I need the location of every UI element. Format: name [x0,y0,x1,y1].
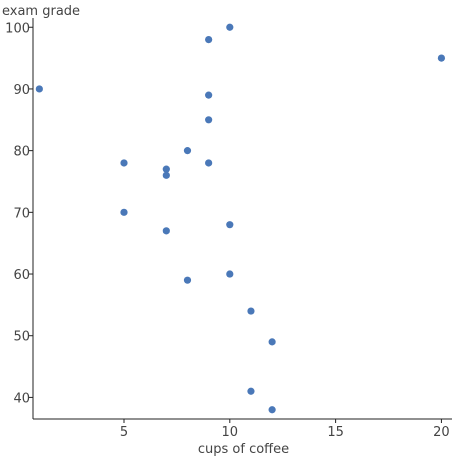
x-tick-label: 20 [433,425,450,440]
x-tick-label: 15 [327,425,344,440]
data-point [247,307,255,315]
data-point [162,165,170,173]
y-tick-label: 70 [13,206,30,221]
data-point [226,270,234,278]
y-axis-ticks: 40 50 60 70 80 90 100 [5,21,33,406]
data-point [226,221,234,229]
data-point [205,35,213,44]
data-point [205,91,213,99]
data-point [437,54,446,62]
y-tick-label: 60 [13,268,30,283]
data-point [268,338,276,346]
x-axis-title: cups of coffee [198,442,289,457]
data-point [183,147,192,155]
data-point [35,85,43,93]
data-point [205,116,213,124]
y-tick-label: 50 [13,330,30,345]
data-point [162,227,170,235]
data-points [35,23,446,414]
x-tick-label: 10 [222,425,239,440]
data-point [205,159,213,167]
y-tick-label: 90 [13,83,30,98]
data-point [162,171,170,179]
y-tick-label: 40 [13,391,30,406]
y-axis-title: exam grade [2,4,80,19]
data-point [120,208,128,216]
data-point [226,23,234,31]
data-point [247,387,255,395]
data-point [120,159,128,167]
data-point [268,406,276,414]
axes [32,18,452,420]
y-tick-label: 80 [13,145,30,160]
x-tick-label: 5 [120,425,128,440]
x-axis-ticks: 5 10 15 20 [120,419,450,440]
data-point [183,276,192,284]
y-tick-label: 100 [5,21,30,36]
